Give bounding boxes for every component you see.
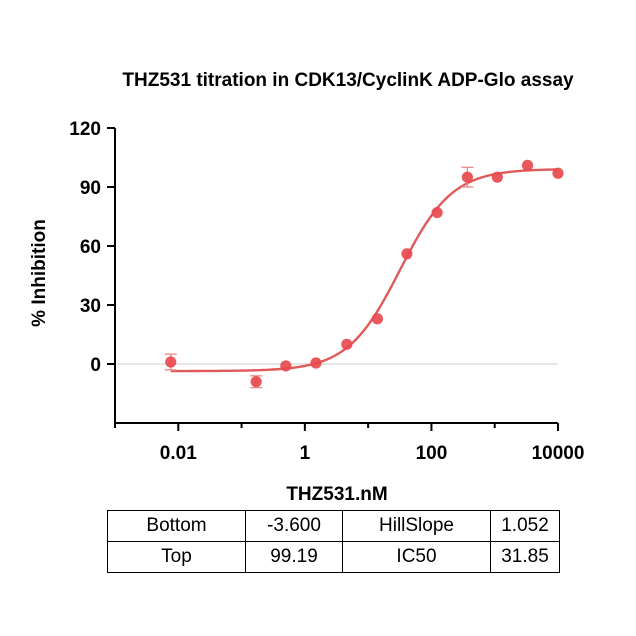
param-value-ic50: 31.85 (490, 541, 560, 573)
table-row: Bottom -3.600 HillSlope 1.052 (107, 510, 560, 542)
data-point (552, 167, 564, 179)
y-axis-label: % Inhibition (29, 219, 50, 327)
param-name-ic50: IC50 (342, 541, 491, 573)
param-name-hillslope: HillSlope (342, 510, 491, 542)
param-value-hillslope: 1.052 (490, 510, 560, 542)
data-point (431, 206, 443, 219)
x-tick-label: 10000 (532, 443, 585, 464)
chart-title: THZ531 titration in CDK13/CyclinK ADP-Gl… (122, 70, 574, 91)
data-point (250, 376, 262, 388)
x-tick-label: 0.01 (160, 443, 197, 464)
data-point (280, 360, 292, 372)
x-tick-label: 100 (416, 443, 448, 464)
data-point (521, 159, 534, 171)
x-axis-label: THZ531,nM (286, 484, 387, 500)
y-tick-label: 120 (69, 119, 101, 140)
param-name-bottom: Bottom (107, 510, 246, 542)
x-tick-label: 1 (300, 443, 311, 464)
data-point (401, 248, 413, 260)
plot-area: 0 30 60 90 120 0.01 1 100 10000 (69, 119, 584, 464)
y-tick-label: 90 (80, 178, 101, 199)
table-row: Top 99.19 IC50 31.85 (107, 541, 560, 573)
data-point (461, 171, 473, 183)
dose-response-chart: THZ531 titration in CDK13/CyclinK ADP-Gl… (29, 70, 584, 500)
data-point (371, 313, 383, 325)
data-point (341, 338, 353, 350)
data-point (310, 357, 322, 369)
data-point (491, 171, 503, 183)
data-point (165, 356, 177, 368)
param-value-top: 99.19 (245, 541, 343, 573)
fit-parameters-table: Bottom -3.600 HillSlope 1.052 Top 99.19 … (107, 510, 560, 573)
y-tick-label: 60 (80, 237, 101, 258)
y-tick-label: 0 (90, 355, 101, 376)
param-name-top: Top (107, 541, 246, 573)
param-value-bottom: -3.600 (245, 510, 343, 542)
y-tick-label: 30 (80, 296, 101, 317)
fit-curve (170, 168, 559, 373)
